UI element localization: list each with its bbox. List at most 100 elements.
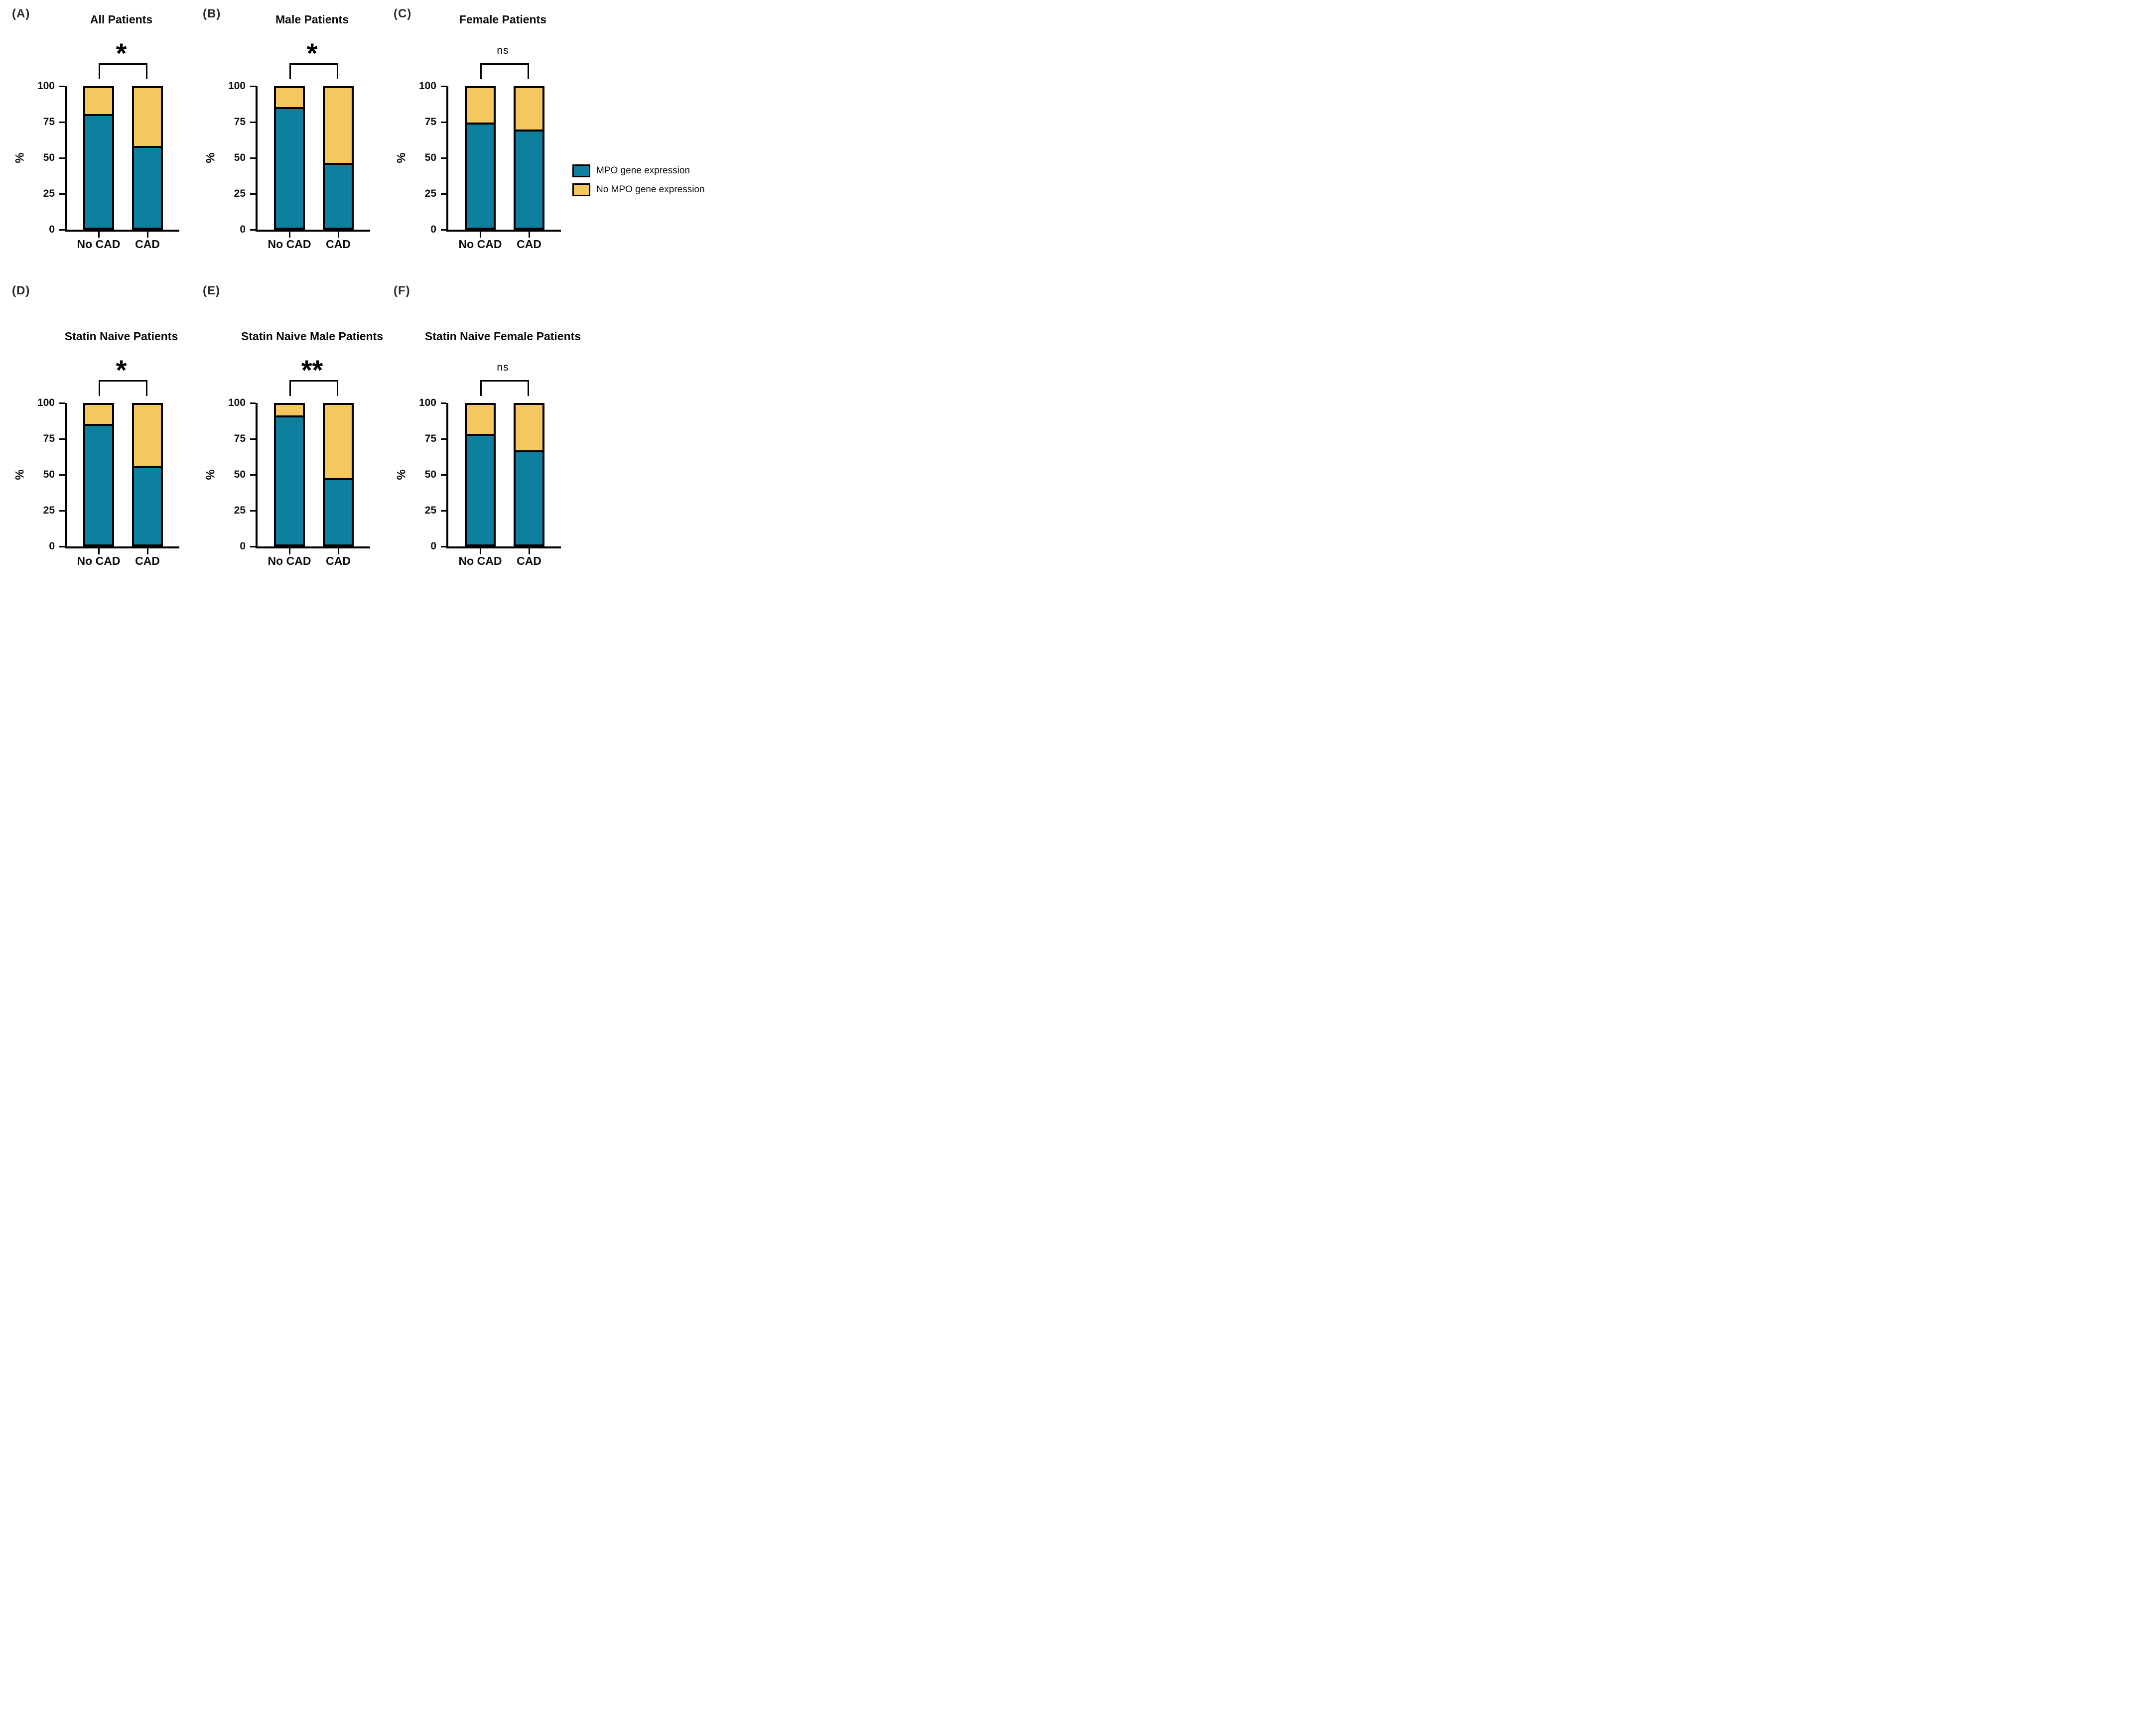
significance-label: ** <box>301 354 323 386</box>
bar-cad <box>514 403 544 546</box>
significance-bracket-row <box>258 380 370 396</box>
bar-no-cad <box>465 403 496 546</box>
panel-title: Statin Naive Female Patients <box>424 330 581 343</box>
x-tick-mark <box>98 232 100 238</box>
y-tick-mark <box>441 157 446 159</box>
y-tick-label: 25 <box>43 188 55 199</box>
panel-b: (B) Male Patients * % 0 25 50 75 100 No CAD … <box>191 0 382 274</box>
y-tick-label: 50 <box>234 469 246 480</box>
significance-bracket <box>480 63 529 79</box>
y-tick-mark <box>250 438 256 440</box>
plot-area: % 0 25 50 75 100 <box>13 397 179 554</box>
segment-mpo <box>325 478 352 544</box>
y-tick-mark <box>59 229 65 231</box>
y-tick-mark <box>441 510 446 512</box>
y-tick-label: 100 <box>228 80 246 92</box>
plot-area: % 0 25 50 75 100 <box>204 80 370 238</box>
segment-mpo <box>276 415 303 544</box>
legend-swatch-no-mpo <box>572 183 590 196</box>
x-axis-labels: No CAD CAD <box>67 238 179 253</box>
significance-bracket-row <box>258 63 370 79</box>
legend-label-mpo: MPO gene expression <box>596 165 690 176</box>
x-tick-mark <box>479 232 481 238</box>
x-tick-mark <box>98 548 100 554</box>
y-tick-label: 100 <box>418 80 436 92</box>
y-tick-mark <box>59 85 65 87</box>
x-category-label-cad: CAD <box>517 238 541 251</box>
y-tick-mark <box>59 438 65 440</box>
x-tick-mark <box>288 548 290 554</box>
significance-bracket-row <box>448 63 561 79</box>
y-tick-label: 100 <box>37 397 55 408</box>
y-tick-mark <box>250 474 256 476</box>
legend-item-mpo: MPO gene expression <box>572 164 719 177</box>
y-tick-mark <box>59 121 65 123</box>
y-tick-label: 100 <box>37 80 55 92</box>
y-axis-label-wrap: % <box>395 86 408 230</box>
y-axis-label: % <box>13 152 27 163</box>
x-category-label-cad: CAD <box>326 238 351 251</box>
y-tick-mark <box>441 229 446 231</box>
x-category-label-no-cad: No CAD <box>77 238 121 251</box>
panel-d: (D) Statin Naive Patients * % 0 25 50 75 100… <box>0 274 191 574</box>
y-tick-label: 0 <box>49 540 55 552</box>
bar-no-cad <box>274 86 305 230</box>
bar-no-cad <box>83 86 114 230</box>
significance-bracket-row <box>67 380 179 396</box>
y-tick-mark <box>59 510 65 512</box>
x-tick-mark <box>146 548 148 554</box>
panel-letter: (F) <box>394 284 410 297</box>
segment-mpo <box>276 107 303 228</box>
bar-cad <box>132 86 163 230</box>
y-tick-mark <box>250 510 256 512</box>
y-tick-label: 25 <box>424 505 436 516</box>
segment-mpo <box>516 129 542 228</box>
y-tick-mark <box>250 402 256 404</box>
panel-e: (E) Statin Naive Male Patients ** % 0 25 5… <box>191 274 383 574</box>
chart-area: % 0 25 50 75 100 <box>395 80 566 238</box>
y-axis-label: % <box>204 469 218 480</box>
y-axis-label-wrap: % <box>204 86 218 230</box>
y-tick-mark <box>250 157 256 159</box>
y-tick-mark <box>250 229 256 231</box>
panel-letter: (B) <box>203 7 221 20</box>
legend-item-no-mpo: No MPO gene expression <box>572 183 719 196</box>
x-tick-mark <box>528 548 530 554</box>
segment-mpo <box>467 433 494 544</box>
y-tick-label: 25 <box>424 188 436 199</box>
y-tick-mark <box>250 545 256 547</box>
y-tick-label: 0 <box>240 224 246 235</box>
x-category-label-no-cad: No CAD <box>268 238 311 251</box>
y-tick-mark <box>441 85 446 87</box>
figure: (A) All Patients * % 0 25 50 75 100 No CAD C… <box>0 0 719 574</box>
y-tick-label: 0 <box>240 540 246 552</box>
panel-letter: (D) <box>12 284 30 297</box>
segment-mpo <box>85 114 112 228</box>
plot-area: % 0 25 50 75 100 <box>13 80 179 238</box>
bar-cad <box>323 86 354 230</box>
chart-area: % 0 25 50 75 100 <box>13 397 184 554</box>
y-tick-label: 50 <box>234 152 246 163</box>
x-axis-labels: No CAD CAD <box>258 554 370 569</box>
y-axis-label-wrap: % <box>13 86 27 230</box>
y-axis-label: % <box>395 469 408 480</box>
y-tick-label: 25 <box>43 505 55 516</box>
bar-no-cad <box>83 403 114 546</box>
segment-mpo <box>467 122 494 228</box>
bar-no-cad <box>274 403 305 546</box>
x-category-label-no-cad: No CAD <box>458 554 502 567</box>
y-tick-label: 75 <box>424 433 436 444</box>
y-tick-label: 75 <box>424 116 436 128</box>
y-tick-mark <box>441 545 446 547</box>
significance-label: * <box>116 354 127 386</box>
x-axis-labels: No CAD CAD <box>448 554 561 569</box>
x-category-label-cad: CAD <box>326 554 351 567</box>
panel-title: All Patients <box>90 13 153 26</box>
bar-cad <box>132 403 163 546</box>
panel-letter: (A) <box>12 7 30 20</box>
x-tick-mark <box>479 548 481 554</box>
significance-label: * <box>306 37 318 69</box>
panel-title: Statin Naive Male Patients <box>241 330 384 343</box>
y-tick-mark <box>250 85 256 87</box>
significance-label: ns <box>497 45 509 56</box>
